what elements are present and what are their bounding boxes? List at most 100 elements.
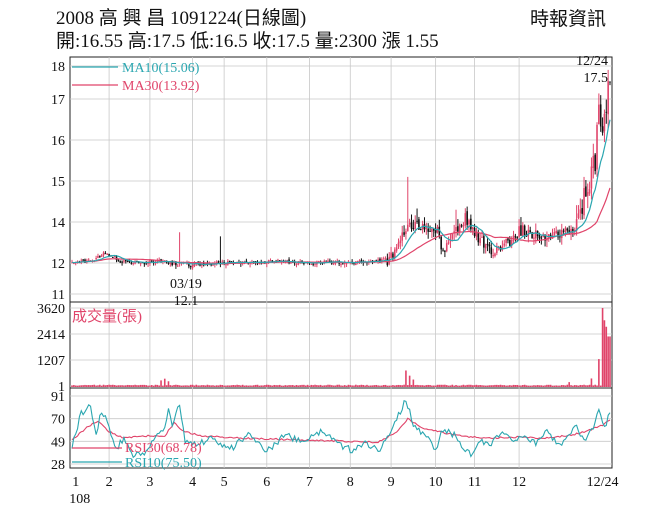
volume-bar	[93, 384, 96, 387]
volume-bar	[299, 385, 301, 387]
rsi-tick-label: 91	[51, 390, 65, 405]
candle-body	[316, 262, 318, 265]
volume-bar	[152, 385, 155, 387]
candle-body	[104, 253, 107, 255]
candle-body	[560, 229, 563, 238]
candle-body	[486, 243, 489, 245]
volume-bar	[386, 385, 389, 387]
volume-bar	[540, 385, 543, 387]
volume-bar	[340, 385, 342, 387]
volume-bar	[559, 385, 561, 387]
candle-body	[327, 260, 329, 262]
candle-body	[431, 228, 433, 233]
volume-bar	[327, 384, 329, 387]
volume-bar	[562, 385, 565, 387]
volume-bar	[147, 385, 149, 387]
candle-body	[455, 227, 457, 231]
candle-body	[477, 233, 480, 243]
candle-body	[73, 263, 75, 265]
volume-bar	[275, 385, 277, 387]
volume-bar	[180, 385, 183, 387]
candle-body	[457, 226, 459, 232]
volume-bar	[570, 385, 572, 387]
x-tick-label: 12	[512, 475, 526, 490]
volume-bar	[173, 384, 175, 387]
volume-bar	[553, 385, 556, 387]
volume-bar	[189, 384, 192, 387]
volume-bar	[89, 385, 92, 387]
volume-bar	[336, 384, 339, 387]
candle-body	[488, 244, 491, 247]
volume-bar	[525, 385, 528, 387]
volume-bar	[82, 385, 84, 387]
volume-bar	[514, 385, 517, 387]
candle-body	[475, 232, 478, 237]
volume-bar	[247, 385, 250, 387]
candle-body	[483, 236, 485, 248]
candle-body	[139, 263, 142, 265]
candle-body	[95, 258, 97, 260]
volume-bar	[440, 384, 442, 387]
volume-bar	[99, 384, 101, 387]
candle-body	[509, 239, 511, 246]
volume-bar	[505, 385, 507, 387]
volume-bar	[555, 385, 557, 387]
candle-body	[505, 239, 507, 243]
volume-bar	[442, 384, 444, 387]
candle-body	[458, 224, 461, 232]
rsi10-line	[71, 400, 611, 459]
volume-bar	[484, 385, 487, 387]
candle-body	[418, 219, 420, 230]
candle-body	[451, 233, 454, 239]
candle-body	[542, 234, 545, 238]
price-tick-label: 16	[51, 134, 65, 149]
volume-bar	[201, 385, 203, 387]
volume-bar	[351, 385, 353, 387]
volume-bar	[507, 385, 509, 387]
candle-body	[394, 249, 396, 258]
volume-bar	[162, 385, 164, 387]
volume-bar	[397, 384, 400, 387]
volume-bar	[523, 384, 526, 387]
candle-body	[360, 260, 363, 262]
volume-bar	[527, 385, 530, 387]
candle-body	[215, 261, 218, 264]
candle-body	[189, 265, 192, 267]
volume-bar	[460, 385, 463, 387]
volume-bar	[249, 385, 251, 387]
volume-bar	[191, 384, 194, 387]
quote-summary: 開:16.55 高:17.5 低:16.5 收:17.5 量:2300 漲 1.…	[56, 31, 439, 52]
volume-bar	[97, 385, 99, 387]
volume-bar	[368, 385, 370, 387]
volume-bar	[544, 385, 546, 387]
volume-bar	[251, 385, 253, 387]
candle-body	[427, 228, 429, 232]
candle-body	[596, 124, 598, 170]
candle-body	[442, 249, 444, 251]
volume-bar	[87, 385, 90, 387]
volume-bar	[418, 385, 420, 387]
volume-bar	[278, 384, 281, 387]
candle-body	[419, 229, 422, 231]
price-tick-label: 11	[52, 288, 65, 303]
candle-body	[210, 264, 212, 266]
volume-bar	[451, 384, 454, 387]
candle-body	[355, 261, 357, 266]
volume-bar	[80, 385, 83, 387]
candle-body	[607, 81, 609, 115]
volume-bar	[609, 336, 611, 387]
volume-bar	[490, 385, 493, 387]
volume-bar	[345, 385, 348, 387]
rsi10-legend-label: RSI10(75.50)	[125, 456, 202, 471]
volume-bar	[573, 385, 576, 387]
volume-bar	[228, 385, 231, 387]
volume-bar	[501, 385, 504, 387]
candle-body	[171, 260, 173, 266]
volume-bar	[297, 385, 300, 387]
volume-bar	[429, 384, 431, 387]
candle-body	[529, 230, 532, 233]
x-tick-label: 11	[468, 475, 481, 490]
candle-body	[342, 262, 344, 264]
volume-bar	[149, 385, 151, 387]
